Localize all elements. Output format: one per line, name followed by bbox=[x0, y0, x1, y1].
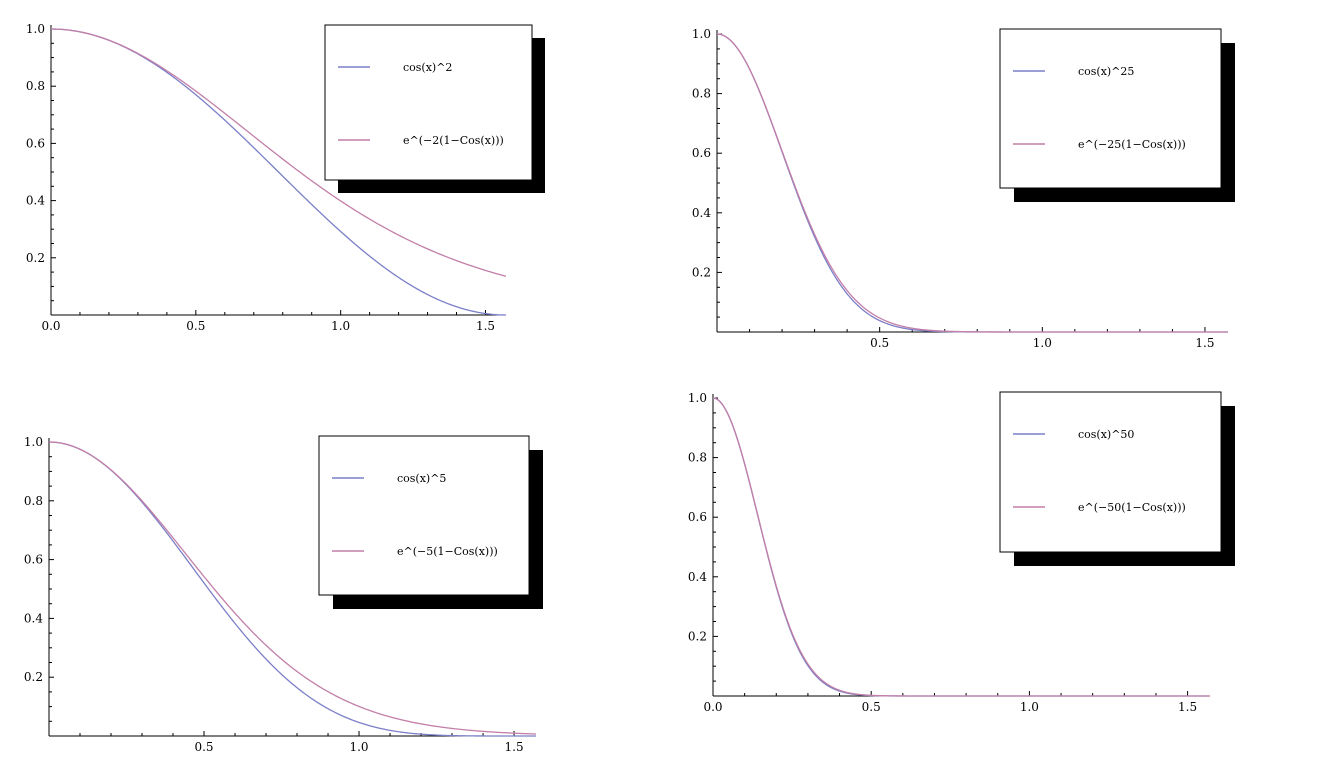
legend-box bbox=[324, 24, 533, 181]
legend: cos(x)^25 e^(−25(1−Cos(x))) bbox=[999, 28, 1235, 202]
chart-panel-2: 0.5 1.0 1.5 0.2 0.4 0.6 0.8 1.0 cos(x)^25 e^(−25(… bbox=[692, 27, 1235, 350]
series-line-exp-approx bbox=[716, 33, 1228, 333]
y-tick-label: 0.4 bbox=[24, 611, 43, 625]
y-tick-label: 1.0 bbox=[688, 391, 707, 405]
x-tick-label: 1.5 bbox=[1178, 700, 1197, 714]
legend-box bbox=[999, 28, 1222, 189]
chart-panel-4: 0.0 0.5 1.0 1.5 0.2 0.4 0.6 0.8 1.0 cos(x)^50 e^(−… bbox=[688, 391, 1235, 714]
y-tick-label: 0.8 bbox=[26, 79, 45, 93]
y-tick-label: 0.8 bbox=[24, 494, 43, 508]
y-tick-label: 1.0 bbox=[26, 22, 45, 36]
y-tick-label: 0.4 bbox=[26, 194, 45, 208]
y-tick-label: 0.8 bbox=[692, 87, 711, 101]
series-line-exp-approx bbox=[712, 397, 1210, 697]
x-tick-label: 1.5 bbox=[505, 740, 524, 754]
y-tick-label: 0.6 bbox=[24, 553, 43, 567]
y-tick-label: 0.2 bbox=[688, 629, 707, 643]
y-tick-label: 0.6 bbox=[692, 146, 711, 160]
series-line-exp-approx bbox=[51, 28, 507, 277]
x-tick-label: 0.5 bbox=[194, 740, 213, 754]
legend-label: e^(−25(1−Cos(x))) bbox=[1078, 138, 1186, 151]
y-tick-label: 0.6 bbox=[26, 136, 45, 150]
legend-label: e^(−5(1−Cos(x))) bbox=[397, 545, 498, 558]
x-tick-label: 0.5 bbox=[186, 319, 205, 333]
y-tick-label: 0.4 bbox=[692, 206, 711, 220]
x-tick-label: 1.0 bbox=[1033, 336, 1052, 350]
y-tick-label: 0.2 bbox=[26, 251, 45, 265]
legend: cos(x)^5 e^(−5(1−Cos(x))) bbox=[318, 435, 543, 609]
chart-panel-1: 0.0 0.5 1.0 1.5 0.2 0.4 0.6 0.8 1.0 cos(x)^2 e^(−2… bbox=[26, 22, 545, 333]
x-tick-label: 1.5 bbox=[1195, 336, 1214, 350]
y-tick-label: 1.0 bbox=[692, 27, 711, 41]
legend-label: e^(−2(1−Cos(x))) bbox=[403, 134, 504, 147]
legend-label: cos(x)^25 bbox=[1078, 65, 1134, 78]
legend-label: cos(x)^5 bbox=[397, 472, 446, 485]
y-tick-label: 1.0 bbox=[24, 435, 43, 449]
y-tick-label: 0.8 bbox=[688, 451, 707, 465]
legend-label: cos(x)^2 bbox=[403, 61, 452, 74]
legend-label: e^(−50(1−Cos(x))) bbox=[1078, 501, 1186, 514]
series-line-exp-approx bbox=[48, 441, 537, 735]
x-tick-label: 0.0 bbox=[703, 700, 722, 714]
legend-box bbox=[999, 391, 1222, 553]
x-tick-label: 0.0 bbox=[41, 319, 60, 333]
legend-box bbox=[318, 435, 530, 596]
y-tick-label: 0.6 bbox=[688, 510, 707, 524]
y-tick-label: 0.2 bbox=[692, 265, 711, 279]
y-tick-label: 0.2 bbox=[24, 670, 43, 684]
chart-panel-3: 0.5 1.0 1.5 0.2 0.4 0.6 0.8 1.0 cos(x)^5 e^(−5(1−… bbox=[24, 435, 543, 754]
x-tick-label: 0.5 bbox=[862, 700, 881, 714]
x-tick-label: 1.5 bbox=[476, 319, 495, 333]
y-tick-label: 0.4 bbox=[688, 570, 707, 584]
x-tick-label: 1.0 bbox=[331, 319, 350, 333]
legend: cos(x)^50 e^(−50(1−Cos(x))) bbox=[999, 391, 1235, 566]
legend-label: cos(x)^50 bbox=[1078, 428, 1134, 441]
x-tick-label: 0.5 bbox=[870, 336, 889, 350]
x-tick-label: 1.0 bbox=[1020, 700, 1039, 714]
legend: cos(x)^2 e^(−2(1−Cos(x))) bbox=[324, 24, 545, 193]
x-tick-label: 1.0 bbox=[349, 740, 368, 754]
